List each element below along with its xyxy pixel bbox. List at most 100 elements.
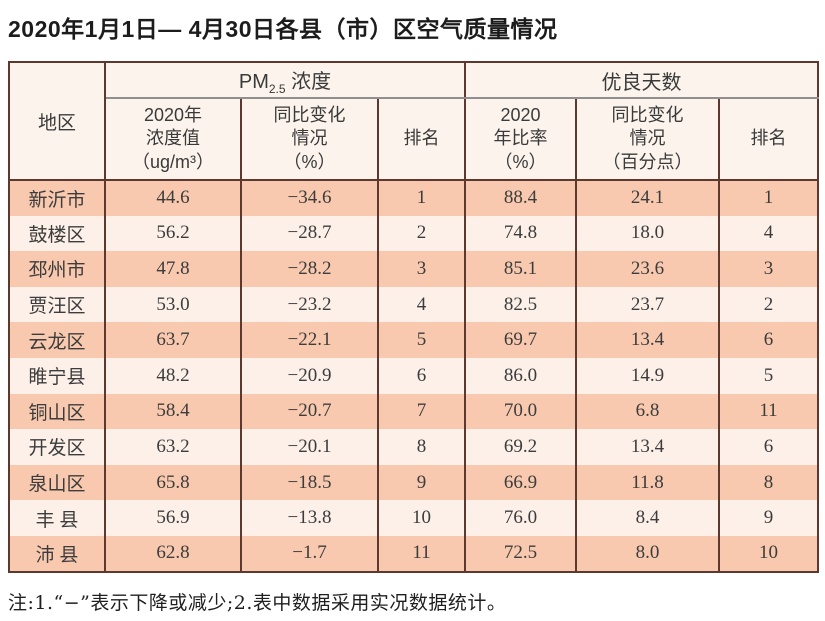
cell-pm-change: −23.2 xyxy=(240,286,378,323)
cell-good-change: 14.9 xyxy=(575,357,720,394)
cell-pm-change: −20.9 xyxy=(240,357,378,394)
col-header-pm-rank: 排名 xyxy=(376,98,466,181)
cell-region: 鼓楼区 xyxy=(9,215,105,252)
header-group-row: 地区 PM2.5 浓度 优良天数 xyxy=(9,62,819,181)
cell-good-rate: 72.5 xyxy=(464,535,577,572)
cell-good-change: 13.4 xyxy=(575,429,720,465)
cell-pm-rank: 5 xyxy=(376,322,466,358)
cell-good-change: 13.4 xyxy=(575,322,720,358)
table-row: 丰 县 56.9 −13.8 10 76.0 8.4 9 xyxy=(9,500,819,536)
cell-good-change: 8.0 xyxy=(575,535,720,572)
cell-pm-rank: 8 xyxy=(376,429,466,465)
cell-pm-rank: 7 xyxy=(376,393,466,430)
table-row: 新沂市 44.6 −34.6 1 88.4 24.1 1 xyxy=(9,180,819,216)
table-row: 沛 县 62.8 −1.7 11 72.5 8.0 10 xyxy=(9,535,819,572)
cell-good-rank: 11 xyxy=(718,393,819,430)
col-header-pm-change: 同比变化 情况 （%） xyxy=(240,98,378,181)
cell-good-rate: 82.5 xyxy=(464,286,577,323)
cell-pm-value: 56.9 xyxy=(104,500,241,536)
cell-pm-rank: 10 xyxy=(376,500,466,536)
cell-region: 丰 县 xyxy=(9,500,105,536)
cell-pm-change: −34.6 xyxy=(240,180,378,216)
cell-good-rank: 3 xyxy=(718,251,819,287)
cell-pm-value: 58.4 xyxy=(104,393,241,430)
cell-good-change: 23.7 xyxy=(575,286,720,323)
cell-pm-value: 53.0 xyxy=(104,286,241,323)
header-sub-row: 2020年 浓度值 （ug/m³） 同比变化 情况 （%） 排名 2020 年比… xyxy=(9,98,819,181)
table-row: 云龙区 63.7 −22.1 5 69.7 13.4 6 xyxy=(9,322,819,358)
cell-region: 铜山区 xyxy=(9,393,105,430)
col-header-good-rate: 2020 年比率 （%） xyxy=(464,98,577,181)
table-row: 铜山区 58.4 −20.7 7 70.0 6.8 11 xyxy=(9,393,819,430)
page-title: 2020年1月1日— 4月30日各县（市）区空气质量情况 xyxy=(8,16,558,42)
cell-good-change: 18.0 xyxy=(575,215,720,252)
cell-pm-change: −18.5 xyxy=(240,464,378,501)
cell-pm-value: 62.8 xyxy=(104,535,241,572)
cell-pm-value: 56.2 xyxy=(104,215,241,252)
col-header-good-change: 同比变化 情况 （百分点） xyxy=(575,98,720,181)
cell-pm-change: −13.8 xyxy=(240,500,378,536)
cell-pm-rank: 4 xyxy=(376,286,466,323)
cell-pm-value: 63.7 xyxy=(104,322,241,358)
cell-good-rate: 85.1 xyxy=(464,251,577,287)
cell-region: 云龙区 xyxy=(9,322,105,358)
cell-good-rate: 69.7 xyxy=(464,322,577,358)
cell-pm-rank: 6 xyxy=(376,357,466,394)
cell-pm-value: 63.2 xyxy=(104,429,241,465)
cell-good-rank: 6 xyxy=(718,429,819,465)
cell-region: 新沂市 xyxy=(9,180,105,216)
cell-good-rank: 10 xyxy=(718,535,819,572)
cell-pm-change: −20.1 xyxy=(240,429,378,465)
table-row: 泉山区 65.8 −18.5 9 66.9 11.8 8 xyxy=(9,464,819,501)
cell-region: 开发区 xyxy=(9,429,105,465)
cell-good-rank: 2 xyxy=(718,286,819,323)
cell-pm-rank: 2 xyxy=(376,215,466,252)
cell-good-rate: 88.4 xyxy=(464,180,577,216)
cell-good-change: 23.6 xyxy=(575,251,720,287)
table-header: 地区 PM2.5 浓度 优良天数 2020年 浓度值 （ug/m³） 同比变化 … xyxy=(9,62,819,181)
cell-good-rate: 69.2 xyxy=(464,429,577,465)
cell-good-rank: 1 xyxy=(718,180,819,216)
cell-good-rate: 70.0 xyxy=(464,393,577,430)
cell-good-rank: 6 xyxy=(718,322,819,358)
cell-region: 睢宁县 xyxy=(9,357,105,394)
cell-region: 邳州市 xyxy=(9,251,105,287)
table-body: 新沂市 44.6 −34.6 1 88.4 24.1 1 鼓楼区 56.2 −28.7 2 74.8 1… xyxy=(9,180,819,572)
pm25-label-subscript: 2.5 xyxy=(268,81,286,96)
cell-pm-change: −22.1 xyxy=(240,322,378,358)
cell-good-change: 24.1 xyxy=(575,180,720,216)
table-row: 贾汪区 53.0 −23.2 4 82.5 23.7 2 xyxy=(9,286,819,323)
cell-pm-change: −28.7 xyxy=(240,215,378,252)
table-row: 开发区 63.2 −20.1 8 69.2 13.4 6 xyxy=(9,429,819,465)
cell-pm-change: −20.7 xyxy=(240,393,378,430)
col-group-good-days: 优良天数 xyxy=(464,62,819,99)
table-row: 鼓楼区 56.2 −28.7 2 74.8 18.0 4 xyxy=(9,215,819,252)
cell-good-rank: 5 xyxy=(718,357,819,394)
cell-pm-value: 48.2 xyxy=(104,357,241,394)
cell-good-rank: 8 xyxy=(718,464,819,501)
cell-pm-rank: 3 xyxy=(376,251,466,287)
cell-region: 泉山区 xyxy=(9,464,105,501)
cell-good-rate: 86.0 xyxy=(464,357,577,394)
cell-pm-rank: 1 xyxy=(376,180,466,216)
cell-pm-rank: 9 xyxy=(376,464,466,501)
air-quality-table: 地区 PM2.5 浓度 优良天数 2020年 浓度值 （ug/m³） 同比变化 … xyxy=(8,61,820,573)
cell-good-rank: 4 xyxy=(718,215,819,252)
pm25-label-rest: 浓度 xyxy=(285,70,332,93)
cell-pm-value: 65.8 xyxy=(104,464,241,501)
cell-good-change: 11.8 xyxy=(575,464,720,501)
cell-pm-change: −28.2 xyxy=(240,251,378,287)
table-row: 邳州市 47.8 −28.2 3 85.1 23.6 3 xyxy=(9,251,819,287)
cell-good-rate: 74.8 xyxy=(464,215,577,252)
cell-good-rank: 9 xyxy=(718,500,819,536)
pm25-label-base: PM xyxy=(238,70,269,93)
cell-good-rate: 76.0 xyxy=(464,500,577,536)
cell-good-change: 6.8 xyxy=(575,393,720,430)
cell-good-change: 8.4 xyxy=(575,500,720,536)
cell-pm-rank: 11 xyxy=(376,535,466,572)
cell-region: 贾汪区 xyxy=(9,286,105,323)
col-header-pm-value: 2020年 浓度值 （ug/m³） xyxy=(105,98,241,181)
cell-pm-change: −1.7 xyxy=(240,535,378,572)
footnote: 注:1.“−”表示下降或减少;2.表中数据采用实况数据统计。 xyxy=(8,591,507,614)
cell-pm-value: 44.6 xyxy=(104,180,241,216)
